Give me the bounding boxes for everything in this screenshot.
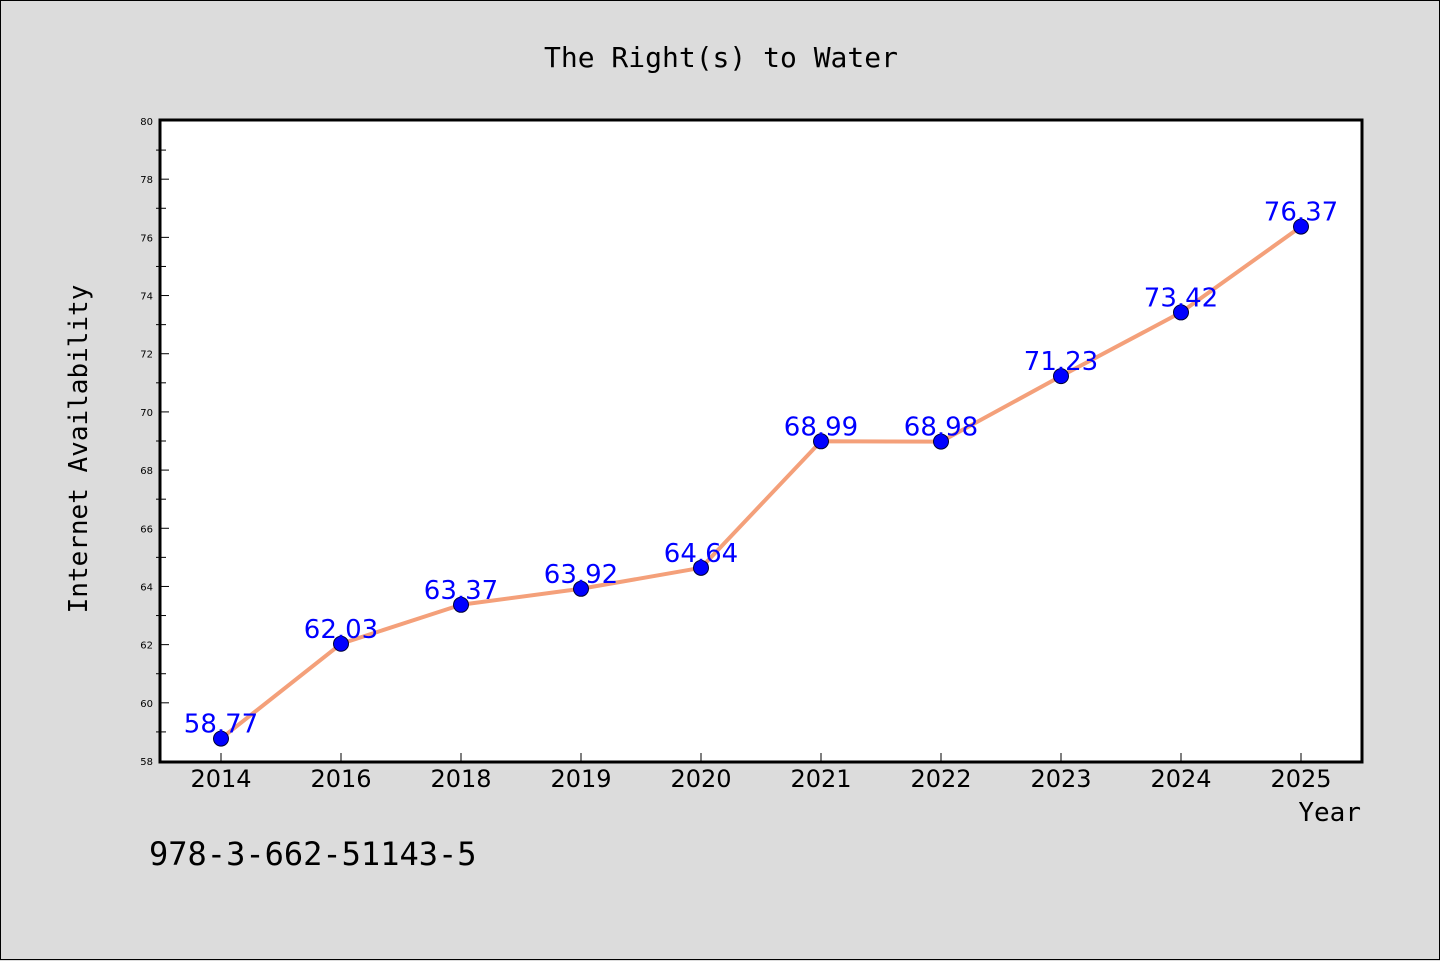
y-tick-label: 62: [140, 641, 153, 652]
y-tick-label: 76: [140, 233, 153, 244]
chart-title: The Right(s) to Water: [544, 41, 898, 74]
y-tick-label: 68: [140, 466, 153, 477]
isbn-text: 978-3-662-51143-5: [149, 835, 477, 873]
data-point: [1293, 218, 1309, 235]
x-tick-label: 2020: [670, 765, 731, 793]
x-tick-label: 2023: [1030, 765, 1091, 793]
data-labels: 58.77 62.03 63.37 63.92 64.64 68.99 68.98 71.23…: [184, 198, 1338, 740]
y-axis-ticks: 58 60 62 64 66 68 70 72 74 76 78 80: [140, 117, 169, 768]
y-tick-label: 60: [140, 699, 153, 710]
data-label: 68.98: [904, 413, 978, 443]
x-tick-label: 2014: [190, 765, 251, 793]
y-tick-label: 80: [140, 117, 153, 128]
data-point: [333, 635, 349, 652]
y-tick-label: 64: [140, 582, 153, 593]
data-label: 63.92: [544, 560, 618, 590]
x-tick-label: 2024: [1150, 765, 1211, 793]
y-axis-label: Internet Availability: [64, 285, 94, 614]
x-tick-label: 2025: [1270, 765, 1331, 793]
data-point: [693, 559, 709, 576]
data-label: 62.03: [304, 615, 378, 645]
data-point: [573, 580, 589, 597]
data-point: [933, 433, 949, 450]
data-label: 64.64: [664, 539, 738, 569]
x-tick-label: 2022: [910, 765, 971, 793]
data-label: 68.99: [784, 412, 858, 442]
data-label: 63.37: [424, 576, 498, 606]
y-tick-label: 58: [140, 757, 153, 768]
x-axis-label: Year: [1298, 798, 1361, 828]
data-label: 58.77: [184, 710, 258, 740]
x-tick-label: 2016: [310, 765, 371, 793]
y-tick-label: 78: [140, 175, 153, 186]
series-line: [219, 224, 1303, 741]
data-point: [1053, 368, 1069, 385]
x-tick-label: 2018: [430, 765, 491, 793]
data-point: [813, 433, 829, 450]
y-tick-label: 74: [140, 292, 153, 303]
plot-area: [158, 118, 1364, 764]
data-label: 71.23: [1024, 347, 1098, 377]
data-point: [453, 596, 469, 613]
data-point: [213, 730, 229, 747]
x-axis-ticks: 2014 2016 2018 2019 2020 2021 2022 2023 2024 2025: [190, 753, 1332, 793]
x-tick-label: 2019: [550, 765, 611, 793]
data-markers: [213, 218, 1309, 747]
y-tick-label: 72: [140, 350, 153, 361]
x-tick-label: 2021: [790, 765, 851, 793]
data-label: 76.37: [1264, 198, 1338, 228]
y-tick-label: 70: [140, 408, 153, 419]
data-point: [1173, 304, 1189, 321]
data-label: 73.42: [1144, 283, 1218, 313]
y-tick-label: 66: [140, 524, 153, 535]
